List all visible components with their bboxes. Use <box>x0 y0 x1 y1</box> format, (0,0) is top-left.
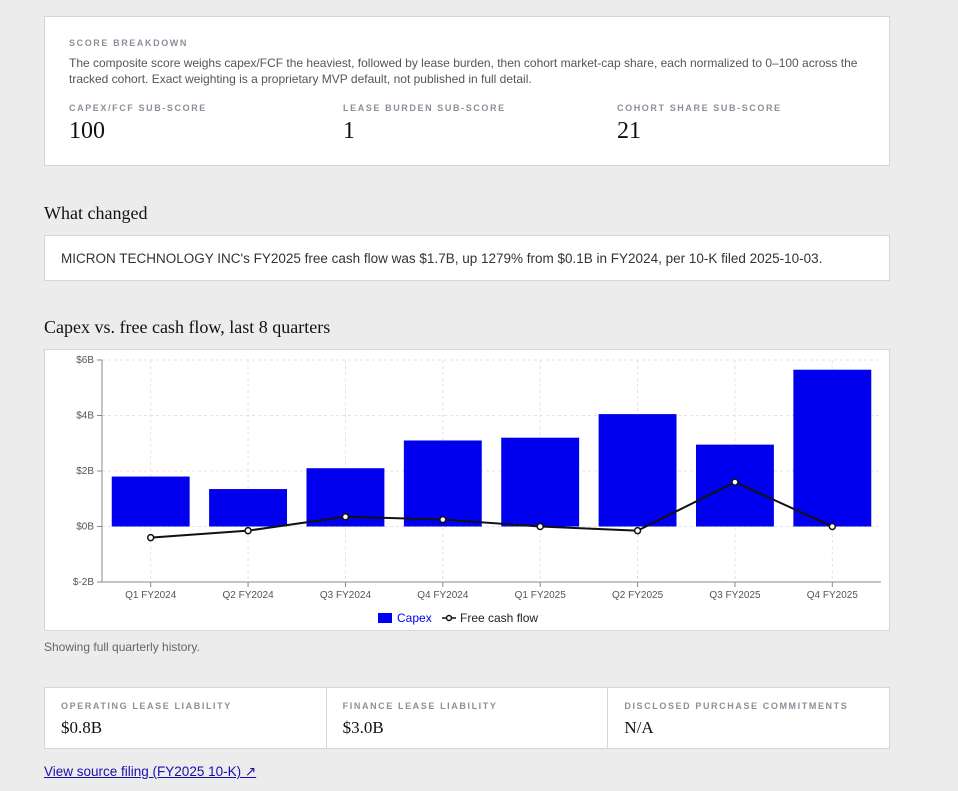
cohort-share-subscore-value: 21 <box>617 118 641 144</box>
what-changed-text: MICRON TECHNOLOGY INC's FY2025 free cash… <box>61 251 823 266</box>
capex-bar <box>501 437 580 527</box>
free-cash-flow-point <box>146 533 155 542</box>
capex-fcf-chart-card: $6B $4B $2B $0B $-2B Q1 FY2024 Q2 FY2024 Q3 FY2… <box>44 349 890 631</box>
lease-burden-subscore-label: LEASE BURDEN SUB-SCORE <box>343 103 506 113</box>
capex-bar <box>209 489 288 527</box>
x-tick-label: Q3 FY2024 <box>320 590 372 601</box>
what-changed-heading: What changed <box>44 203 148 223</box>
legend-capex-swatch <box>378 613 392 623</box>
capex-bar <box>793 369 872 527</box>
what-changed-card: MICRON TECHNOLOGY INC's FY2025 free cash… <box>44 235 890 281</box>
free-cash-flow-point <box>439 515 447 524</box>
capex-bar <box>403 440 482 527</box>
x-tick-label: Q1 FY2025 <box>515 590 567 601</box>
operating-lease-liability: OPERATING LEASE LIABILITY $0.8B <box>45 688 327 748</box>
legend-capex-label: Capex <box>397 611 432 625</box>
y-tick-label: $4B <box>76 411 94 422</box>
free-cash-flow-point <box>341 513 350 521</box>
capex-fcf-subscore: CAPEX/FCF SUB-SCORE 100 <box>69 103 207 145</box>
lease-metrics-row: OPERATING LEASE LIABILITY $0.8B FINANCE … <box>44 687 890 749</box>
capex-fcf-subscore-label: CAPEX/FCF SUB-SCORE <box>69 103 207 113</box>
chart-heading: Capex vs. free cash flow, last 8 quarter… <box>44 317 331 337</box>
x-tick-label: Q2 FY2024 <box>222 590 274 601</box>
x-tick-label: Q4 FY2024 <box>417 590 469 601</box>
capex-fcf-chart: $6B $4B $2B $0B $-2B Q1 FY2024 Q2 FY2024 Q3 FY2… <box>73 355 881 625</box>
y-tick-label: $6B <box>76 355 94 366</box>
y-tick-label: $0B <box>76 522 94 533</box>
free-cash-flow-point <box>633 526 642 535</box>
finance-lease-liability: FINANCE LEASE LIABILITY $3.0B <box>327 688 609 748</box>
x-tick-label: Q3 FY2025 <box>709 590 761 601</box>
chart-history-note: Showing full quarterly history. <box>44 640 200 654</box>
purchase-commitments-value: N/A <box>624 718 654 737</box>
score-breakdown-card: SCORE BREAKDOWN The composite score weig… <box>44 16 890 166</box>
view-source-filing-link[interactable]: View source filing (FY2025 10-K) ↗ <box>44 764 257 779</box>
purchase-commitments-label: DISCLOSED PURCHASE COMMITMENTS <box>624 701 849 711</box>
operating-lease-value: $0.8B <box>61 718 103 737</box>
x-tick-label: Q4 FY2025 <box>807 590 859 601</box>
cohort-share-subscore-label: COHORT SHARE SUB-SCORE <box>617 103 782 113</box>
capex-fcf-subscore-value: 100 <box>69 118 105 144</box>
x-tick-label: Q1 FY2024 <box>125 590 177 601</box>
score-breakdown-heading: SCORE BREAKDOWN <box>69 38 189 48</box>
y-tick-label: $-2B <box>73 577 94 588</box>
legend-fcf-label: Free cash flow <box>460 611 538 625</box>
free-cash-flow-line <box>150 480 833 539</box>
finance-lease-label: FINANCE LEASE LIABILITY <box>342 701 498 711</box>
score-breakdown-description: The composite score weighs capex/FCF the… <box>69 56 858 86</box>
free-cash-flow-point <box>731 478 739 486</box>
capex-bar <box>111 476 190 527</box>
legend-fcf-marker <box>445 614 453 622</box>
capex-bar <box>598 414 677 527</box>
x-tick-label: Q2 FY2025 <box>612 590 664 601</box>
free-cash-flow-point <box>828 522 837 531</box>
y-tick-label: $2B <box>76 466 94 477</box>
purchase-commitments: DISCLOSED PURCHASE COMMITMENTS N/A <box>608 688 889 748</box>
lease-burden-subscore: LEASE BURDEN SUB-SCORE 1 <box>343 103 506 145</box>
finance-lease-value: $3.0B <box>342 718 384 737</box>
cohort-share-subscore: COHORT SHARE SUB-SCORE 21 <box>617 103 782 145</box>
free-cash-flow-point <box>244 526 252 535</box>
lease-burden-subscore-value: 1 <box>343 118 355 144</box>
free-cash-flow-point <box>536 522 544 531</box>
operating-lease-label: OPERATING LEASE LIABILITY <box>61 701 232 711</box>
